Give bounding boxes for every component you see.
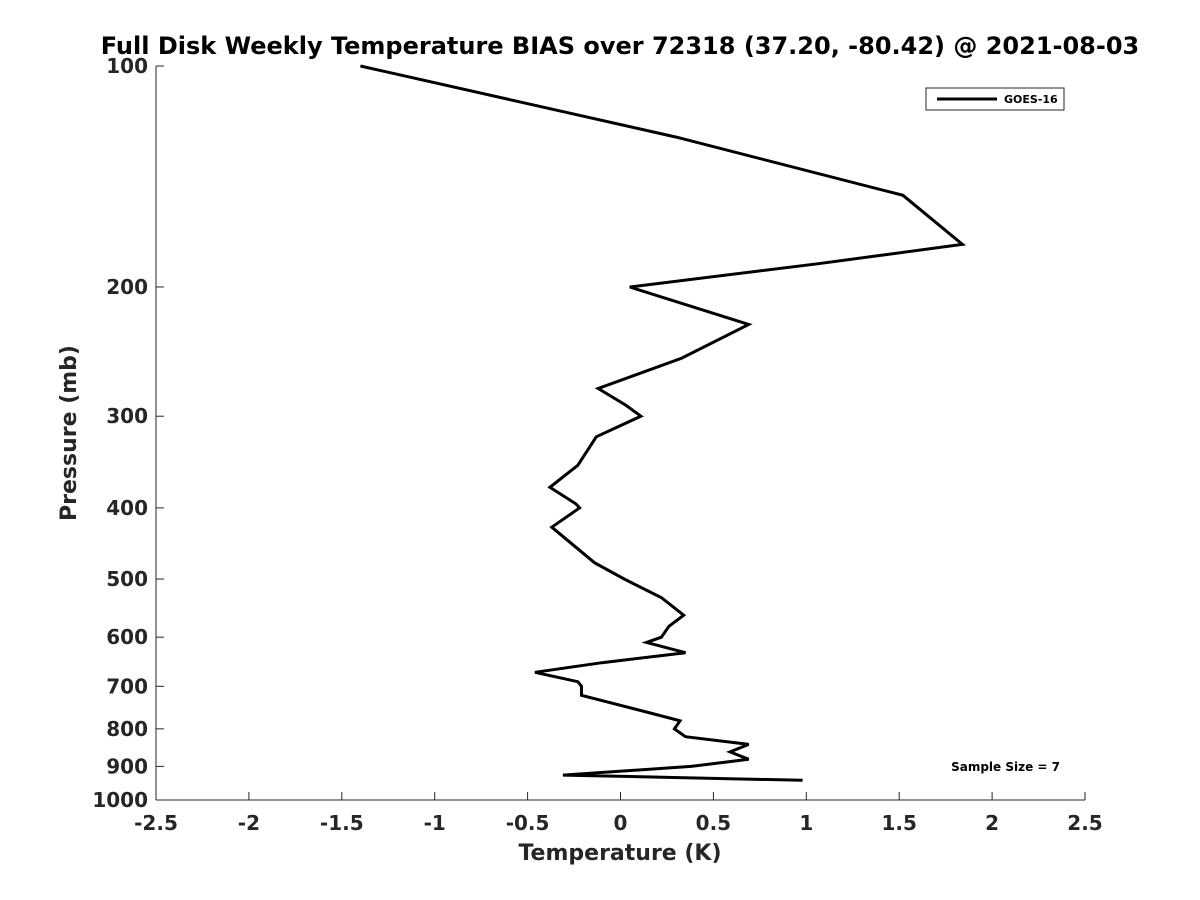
x-tick-label: 1.5 xyxy=(881,811,916,835)
y-tick-label: 600 xyxy=(106,625,148,649)
x-tick-label: -2 xyxy=(238,811,260,835)
y-tick-label: 400 xyxy=(106,496,148,520)
series-line-goes16 xyxy=(360,64,967,782)
x-axis-ticks: -2.5 -2 -1.5 -1 -0.5 0 0.5 1 1.5 2 2.5 xyxy=(134,792,1103,835)
x-tick-label: -0.5 xyxy=(506,811,550,835)
series-layer xyxy=(360,64,967,782)
x-tick-label: -1.5 xyxy=(320,811,364,835)
y-tick-label: 500 xyxy=(106,567,148,591)
x-tick-label: 2.5 xyxy=(1067,811,1102,835)
y-axis-title: Pressure (mb) xyxy=(57,345,82,521)
y-tick-label: 700 xyxy=(106,674,148,698)
x-tick-label: 2 xyxy=(985,811,999,835)
chart-title: Full Disk Weekly Temperature BIAS over 7… xyxy=(101,32,1140,60)
y-axis-ticks: 100 200 300 400 500 600 700 800 900 1000 xyxy=(92,54,164,812)
x-axis-title: Temperature (K) xyxy=(518,841,721,866)
y-tick-label: 200 xyxy=(106,275,148,299)
x-tick-label: -2.5 xyxy=(134,811,178,835)
y-tick-label: 800 xyxy=(106,717,148,741)
y-tick-label: 100 xyxy=(106,54,148,78)
y-tick-label: 900 xyxy=(106,754,148,778)
legend-entry-goes16: GOES-16 xyxy=(1004,93,1058,106)
legend: GOES-16 xyxy=(925,87,1065,111)
x-tick-label: -1 xyxy=(424,811,446,835)
x-tick-label: 1 xyxy=(799,811,813,835)
y-tick-label: 1000 xyxy=(92,788,148,812)
x-tick-label: 0 xyxy=(614,811,628,835)
x-tick-label: 0.5 xyxy=(696,811,731,835)
y-tick-label: 300 xyxy=(106,404,148,428)
sample-size-annotation: Sample Size = 7 xyxy=(951,760,1060,774)
